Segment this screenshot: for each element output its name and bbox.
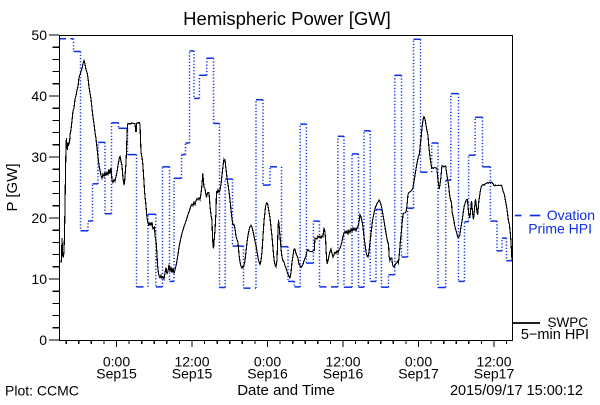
svg-text:P [GW]: P [GW] bbox=[4, 163, 21, 211]
svg-text:20: 20 bbox=[31, 210, 47, 226]
svg-text:0:00: 0:00 bbox=[405, 354, 432, 370]
svg-text:12:00: 12:00 bbox=[325, 354, 360, 370]
svg-text:Hemispheric Power [GW]: Hemispheric Power [GW] bbox=[183, 8, 391, 29]
svg-text:Ovation: Ovation bbox=[547, 207, 595, 223]
svg-text:Sep17: Sep17 bbox=[474, 366, 515, 382]
svg-text:10: 10 bbox=[31, 271, 47, 287]
svg-text:12:00: 12:00 bbox=[174, 354, 209, 370]
svg-text:Sep17: Sep17 bbox=[398, 366, 439, 382]
svg-text:0:00: 0:00 bbox=[254, 354, 281, 370]
svg-text:2015/09/17 15:00:12: 2015/09/17 15:00:12 bbox=[450, 383, 583, 399]
svg-text:SWPC: SWPC bbox=[548, 315, 589, 330]
svg-text:Plot: CCMC: Plot: CCMC bbox=[5, 383, 79, 399]
svg-text:30: 30 bbox=[31, 149, 47, 165]
svg-text:Sep16: Sep16 bbox=[247, 366, 288, 382]
svg-text:Date and Time: Date and Time bbox=[237, 382, 335, 399]
svg-text:Sep16: Sep16 bbox=[323, 366, 364, 382]
svg-text:Sep15: Sep15 bbox=[172, 366, 213, 382]
svg-text:5−min HPI: 5−min HPI bbox=[521, 327, 589, 343]
svg-text:40: 40 bbox=[31, 88, 47, 104]
svg-text:50: 50 bbox=[31, 27, 47, 43]
svg-text:12:00: 12:00 bbox=[476, 354, 511, 370]
svg-text:0: 0 bbox=[39, 332, 47, 348]
svg-text:Prime HPI: Prime HPI bbox=[528, 221, 592, 237]
svg-text:Sep15: Sep15 bbox=[96, 366, 137, 382]
svg-text:0:00: 0:00 bbox=[103, 354, 130, 370]
